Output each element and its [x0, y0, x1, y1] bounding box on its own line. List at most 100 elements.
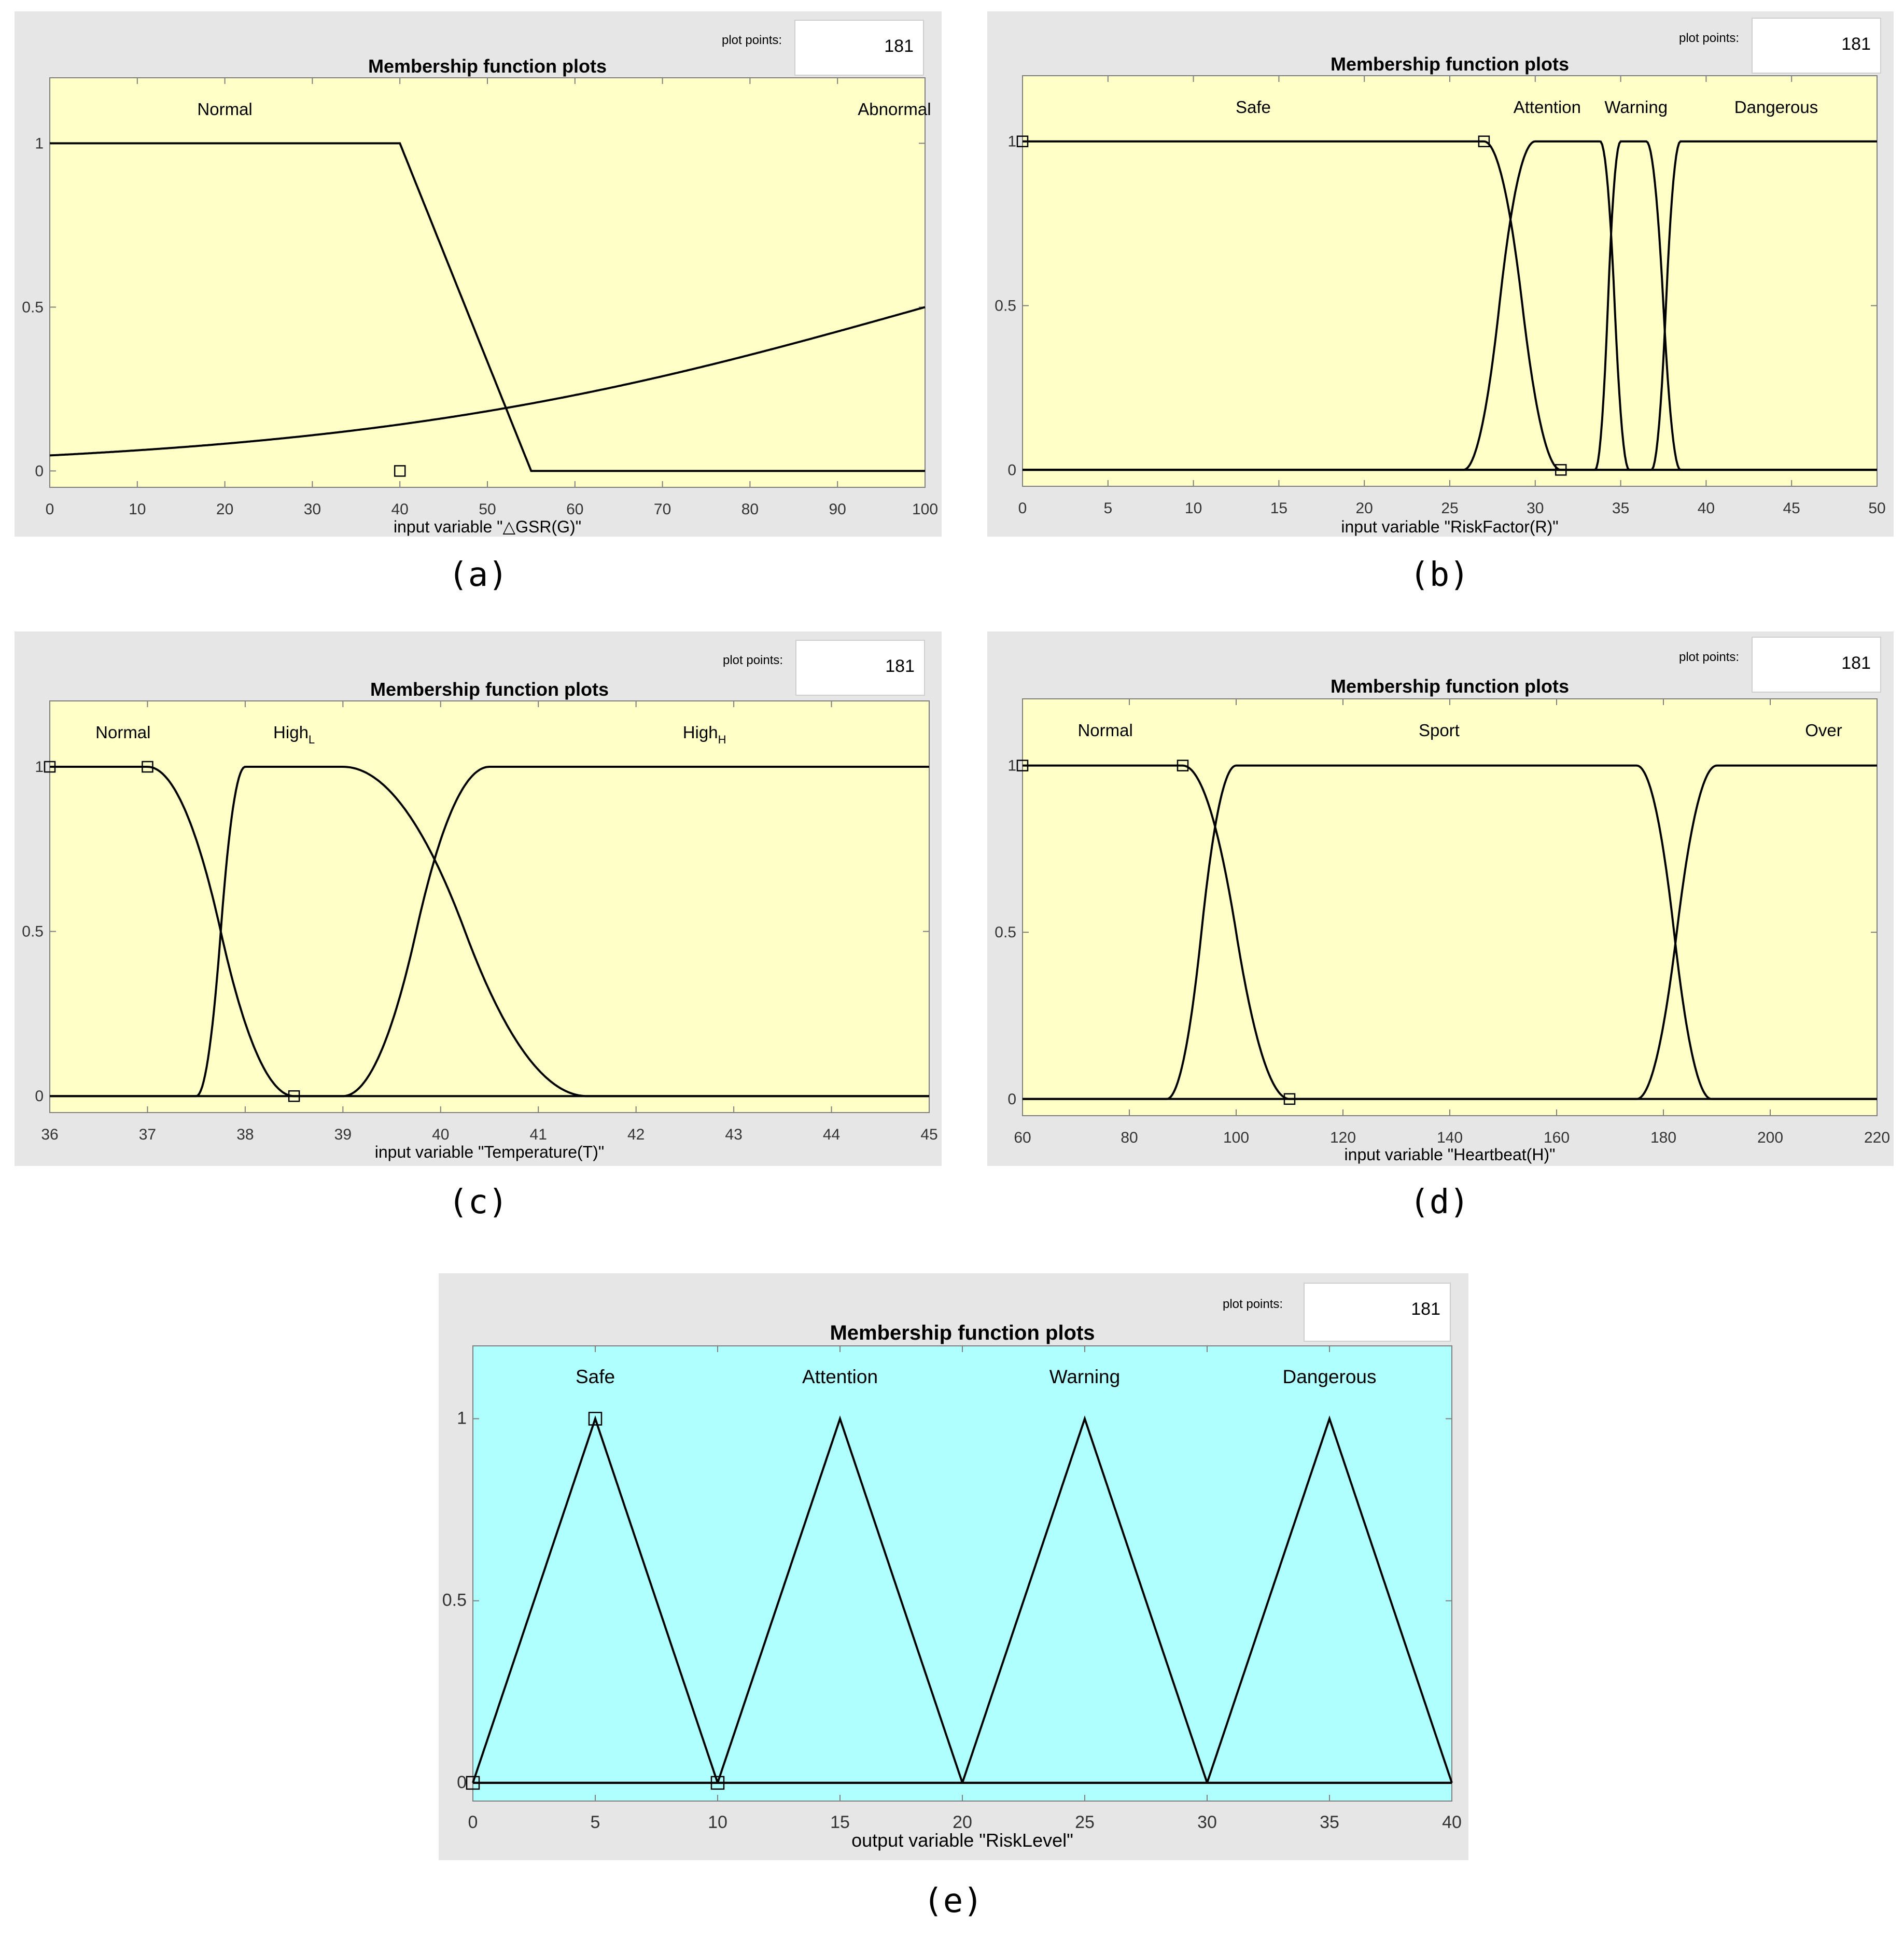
x-tick-label: 25	[1441, 500, 1458, 517]
caption-d: (d)	[1409, 1183, 1469, 1221]
x-tick-label: 41	[530, 1126, 547, 1143]
y-tick-label: 1	[35, 135, 44, 152]
mf-vertex-marker[interactable]	[1177, 760, 1189, 771]
mf-vertex-marker[interactable]	[394, 465, 406, 477]
x-tick-label: 37	[139, 1126, 156, 1143]
x-tick-label: 44	[823, 1126, 840, 1143]
x-tick-label: 20	[953, 1812, 972, 1832]
x-tick-label: 180	[1650, 1129, 1676, 1146]
series-label: Safe	[1236, 97, 1271, 117]
mf-vertex-marker[interactable]	[1016, 135, 1029, 147]
x-tick-label: 39	[334, 1126, 352, 1143]
x-tick-label: 80	[741, 501, 759, 518]
series-label: Sport	[1419, 721, 1460, 740]
x-tick-label: 20	[1356, 500, 1373, 517]
series-label: Normal	[95, 723, 150, 742]
series-label: Safe	[576, 1366, 615, 1387]
series-label: Abnormal	[858, 100, 931, 119]
caption-c: (c)	[448, 1183, 508, 1221]
x-tick-label: 70	[654, 501, 671, 518]
caption-a: (a)	[448, 556, 508, 594]
x-tick-label: 25	[1075, 1812, 1095, 1832]
x-tick-label: 200	[1757, 1129, 1783, 1146]
mf-vertex-marker[interactable]	[288, 1090, 300, 1102]
x-tick-label: 60	[1014, 1129, 1031, 1146]
x-tick-label: 0	[46, 501, 54, 518]
x-tick-label: 220	[1864, 1129, 1890, 1146]
x-tick-label: 80	[1121, 1129, 1138, 1146]
x-tick-label: 10	[1185, 500, 1202, 517]
x-tick-label: 45	[920, 1126, 937, 1143]
plot-area	[49, 77, 926, 488]
x-tick-label: 30	[304, 501, 321, 518]
plot-points-label: plot points:	[723, 653, 783, 667]
caption-b: (b)	[1409, 556, 1469, 594]
mf-curve-normal[interactable]	[50, 142, 925, 472]
plot-area	[49, 700, 930, 1113]
plot-area	[1022, 698, 1878, 1116]
series-label: Attention	[802, 1366, 878, 1387]
mf-vertex-marker[interactable]	[1016, 760, 1029, 771]
mf-vertex-marker[interactable]	[1478, 135, 1490, 147]
plot-points-input[interactable]: 181	[1752, 637, 1881, 693]
plot-points-input[interactable]: 181	[1752, 18, 1881, 74]
mf-vertex-marker[interactable]	[1283, 1093, 1296, 1105]
plot-area	[472, 1345, 1452, 1802]
mf-curve-abnormal[interactable]	[49, 306, 926, 457]
series-label: Warning	[1049, 1366, 1120, 1387]
mf-vertex-marker[interactable]	[466, 1776, 480, 1790]
y-tick-label: 1	[35, 758, 44, 776]
x-tick-label: 40	[432, 1126, 449, 1143]
x-tick-label: 36	[41, 1126, 58, 1143]
x-tick-label: 15	[830, 1812, 850, 1832]
y-tick-label: 1	[1007, 133, 1016, 150]
mf-vertex-marker[interactable]	[44, 761, 56, 773]
mf-curve-high-h[interactable]	[50, 766, 929, 1098]
chart-title: Membership function plots	[1331, 676, 1569, 697]
x-tick-label: 35	[1320, 1812, 1339, 1832]
caption-e: (e)	[923, 1882, 983, 1920]
plot-points-input[interactable]: 181	[795, 640, 925, 696]
y-tick-label: 0.5	[442, 1591, 467, 1610]
y-tick-label: 0	[35, 1088, 44, 1105]
series-label-subscript: L	[309, 733, 315, 746]
mf-vertex-marker[interactable]	[142, 761, 153, 773]
x-axis-label: input variable "Heartbeat(H)"	[1345, 1145, 1556, 1164]
y-tick-label: 0	[1007, 461, 1016, 479]
x-tick-label: 35	[1612, 500, 1629, 517]
y-tick-label: 0.5	[22, 923, 44, 940]
mf-curve-dangerous[interactable]	[473, 1415, 1453, 1784]
chart-panel-b: Membership function plots 0 5 10 15 20 25 30 35 4…	[987, 11, 1894, 537]
x-tick-label: 40	[1698, 500, 1715, 517]
y-tick-label: 1	[457, 1408, 467, 1428]
series-label: Over	[1805, 721, 1842, 740]
mf-curve-dangerous[interactable]	[1023, 140, 1877, 471]
plot-points-input[interactable]: 181	[1304, 1283, 1451, 1342]
x-axis-label: input variable "Temperature(T)"	[375, 1143, 604, 1161]
x-tick-label: 90	[829, 501, 846, 518]
plot-points-input[interactable]: 181	[794, 20, 924, 76]
chart-title: Membership function plots	[830, 1322, 1095, 1344]
mf-vertex-marker[interactable]	[1555, 464, 1567, 476]
chart-svg-c: Membership function plots 36 37 38 39 40 41 42 4…	[22, 679, 937, 1161]
y-tick-label: 0	[1007, 1091, 1016, 1108]
y-tick-label: 0.5	[22, 299, 44, 316]
x-tick-label: 30	[1527, 500, 1544, 517]
x-tick-label: 120	[1330, 1129, 1356, 1146]
plot-points-label: plot points:	[1679, 650, 1740, 664]
mf-curve-over[interactable]	[1023, 764, 1877, 1100]
x-tick-label: 50	[1868, 500, 1885, 517]
x-tick-label: 15	[1270, 500, 1287, 517]
series-label: Normal	[197, 100, 252, 119]
plot-points-label: plot points:	[1223, 1297, 1283, 1311]
chart-title: Membership function plots	[1331, 53, 1569, 75]
chart-svg-d: Membership function plots 60 80 100 120 140 16…	[995, 676, 1890, 1164]
y-tick-label: 0	[457, 1773, 467, 1792]
x-tick-label: 0	[1018, 500, 1027, 517]
series-label: Normal	[1077, 721, 1132, 740]
mf-vertex-marker[interactable]	[588, 1412, 603, 1426]
y-tick-label: 0.5	[995, 298, 1016, 315]
mf-vertex-marker[interactable]	[710, 1776, 725, 1790]
